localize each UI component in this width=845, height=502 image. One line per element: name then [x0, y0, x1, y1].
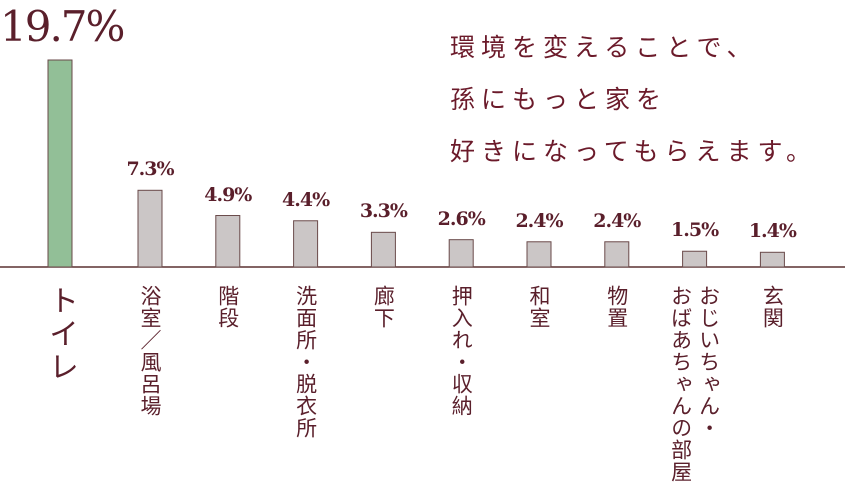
value-label: 2.4%	[515, 209, 563, 232]
category-label: おじいちゃん・ おばあちゃんの部屋	[668, 285, 721, 483]
category-label: 押入れ・収納	[449, 285, 474, 417]
bar	[293, 220, 319, 268]
annotation: 環境を変えることで、	[450, 33, 758, 62]
bar	[137, 189, 163, 268]
bar	[604, 241, 630, 268]
bar	[370, 231, 396, 268]
category-label: 和室	[527, 285, 551, 329]
category-label: 物置	[604, 285, 629, 329]
value-label: 4.9%	[204, 183, 252, 206]
category-label: 廊下	[371, 285, 396, 329]
bar	[448, 239, 474, 268]
value-label: 1.5%	[671, 219, 719, 242]
annotation: 孫にもっと家を	[450, 85, 668, 114]
category-label: 洗面所・脱衣所	[293, 285, 318, 439]
bar	[47, 59, 73, 268]
annotation: 好きになってもらえます。	[450, 137, 818, 166]
value-label: 2.6%	[437, 207, 486, 230]
value-label: 2.4%	[593, 209, 641, 232]
category-label: 階段	[215, 285, 240, 329]
value-label: 19.7%	[0, 2, 125, 51]
category-label: トイレ	[43, 285, 78, 384]
bar	[759, 251, 785, 268]
category-label: 玄関	[760, 285, 785, 329]
bar	[526, 241, 552, 268]
bar	[682, 250, 708, 268]
value-label: 4.4%	[282, 188, 330, 211]
value-label: 3.3%	[359, 200, 408, 223]
bar	[215, 215, 241, 268]
value-label: 7.3%	[126, 158, 174, 181]
value-label: 1.4%	[748, 220, 797, 243]
category-label: 浴室／風呂場	[138, 285, 162, 417]
